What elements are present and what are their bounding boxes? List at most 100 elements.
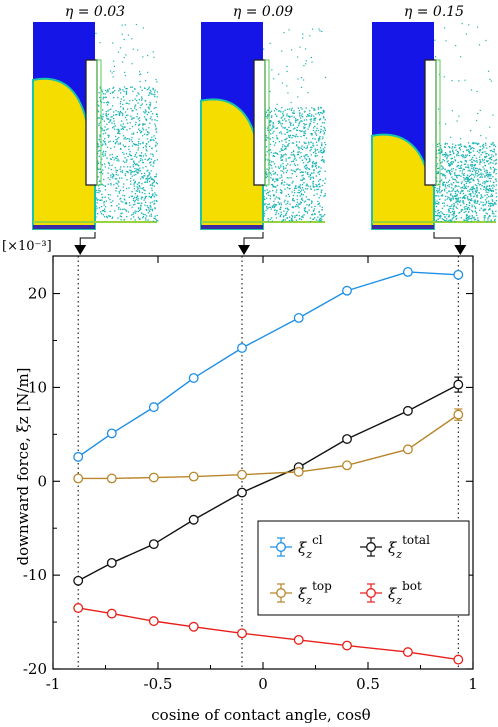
md-particle (153, 139, 155, 141)
md-particle (318, 140, 320, 142)
md-particle (266, 207, 268, 209)
md-particle (441, 195, 443, 197)
md-particle (109, 92, 112, 95)
md-particle (270, 174, 273, 176)
md-particle (446, 158, 448, 160)
md-particle (122, 186, 124, 188)
md-particle (119, 101, 122, 103)
md-particle (473, 164, 476, 167)
md-particle (126, 102, 128, 104)
md-particle (451, 147, 453, 149)
md-particle (442, 213, 445, 215)
md-particle (291, 160, 293, 163)
md-particle (121, 212, 123, 214)
md-particle (149, 202, 152, 204)
md-particle (465, 166, 467, 168)
md-particle (309, 178, 312, 180)
md-particle (154, 95, 156, 98)
md-particle (451, 190, 453, 192)
md-particle (140, 196, 143, 198)
md-particle (120, 128, 122, 130)
md-particle (474, 188, 476, 190)
md-particle (492, 204, 494, 207)
md-particle (140, 73, 142, 75)
md-particle (483, 186, 485, 189)
md-particle (486, 171, 488, 174)
md-particle (319, 147, 322, 149)
md-particle (106, 115, 108, 117)
md-particle (110, 201, 112, 204)
md-particle (483, 215, 485, 217)
md-particle (471, 161, 473, 163)
md-particle (117, 180, 119, 182)
md-particle (279, 198, 281, 200)
md-particle (466, 208, 469, 210)
md-particle (112, 140, 115, 143)
md-particle (443, 205, 445, 207)
md-particle (314, 109, 316, 111)
md-particle (141, 176, 144, 179)
md-particle (152, 139, 154, 141)
md-particle (294, 127, 296, 129)
y-tick-label: 20 (28, 285, 47, 303)
md-particle (471, 211, 474, 213)
md-particle (315, 152, 317, 155)
md-particle (114, 210, 116, 212)
md-particle (138, 117, 141, 119)
md-particle (283, 181, 286, 183)
md-particle (453, 156, 456, 158)
md-particle (300, 189, 303, 191)
md-particle (274, 205, 276, 207)
md-particle (317, 188, 319, 190)
md-particle (486, 147, 488, 149)
md-particle (465, 208, 467, 210)
md-particle (281, 191, 283, 193)
md-particle (121, 24, 123, 26)
md-particle (298, 141, 301, 143)
md-particle (469, 164, 472, 166)
md-particle (133, 143, 135, 145)
md-particle (295, 121, 297, 123)
md-particle (442, 218, 445, 221)
md-particle (443, 27, 446, 29)
md-particle (459, 144, 461, 146)
md-particle (322, 136, 324, 138)
md-particle (470, 89, 473, 91)
data-point (453, 409, 464, 420)
md-particle (150, 213, 152, 215)
md-particle (450, 199, 453, 201)
md-particle (304, 171, 307, 173)
md-particle (314, 155, 316, 157)
md-particle (304, 200, 307, 202)
md-particle (127, 155, 129, 158)
md-particle (296, 201, 299, 204)
md-particle (139, 80, 141, 83)
md-particle (493, 144, 495, 147)
md-particle (282, 172, 285, 174)
md-particle (453, 178, 455, 180)
md-particle (446, 185, 449, 187)
md-particle (492, 190, 495, 193)
md-particle (476, 90, 478, 93)
md-particle (149, 161, 152, 163)
md-particle (279, 189, 282, 191)
md-particle (317, 108, 320, 110)
plate (85, 59, 98, 186)
md-particle (303, 178, 306, 180)
md-particle (468, 193, 470, 195)
md-particle (289, 136, 291, 138)
md-particle (446, 143, 448, 145)
md-particle (128, 196, 130, 198)
md-particle (310, 176, 312, 179)
md-particle (313, 218, 315, 220)
md-particle (484, 175, 486, 177)
md-particle (102, 209, 105, 212)
md-particle (459, 204, 462, 207)
md-particle (448, 208, 450, 210)
md-particle (465, 146, 467, 148)
md-particle (297, 191, 299, 194)
md-particle (127, 211, 130, 213)
md-particle (470, 198, 473, 200)
md-particle (447, 169, 449, 171)
